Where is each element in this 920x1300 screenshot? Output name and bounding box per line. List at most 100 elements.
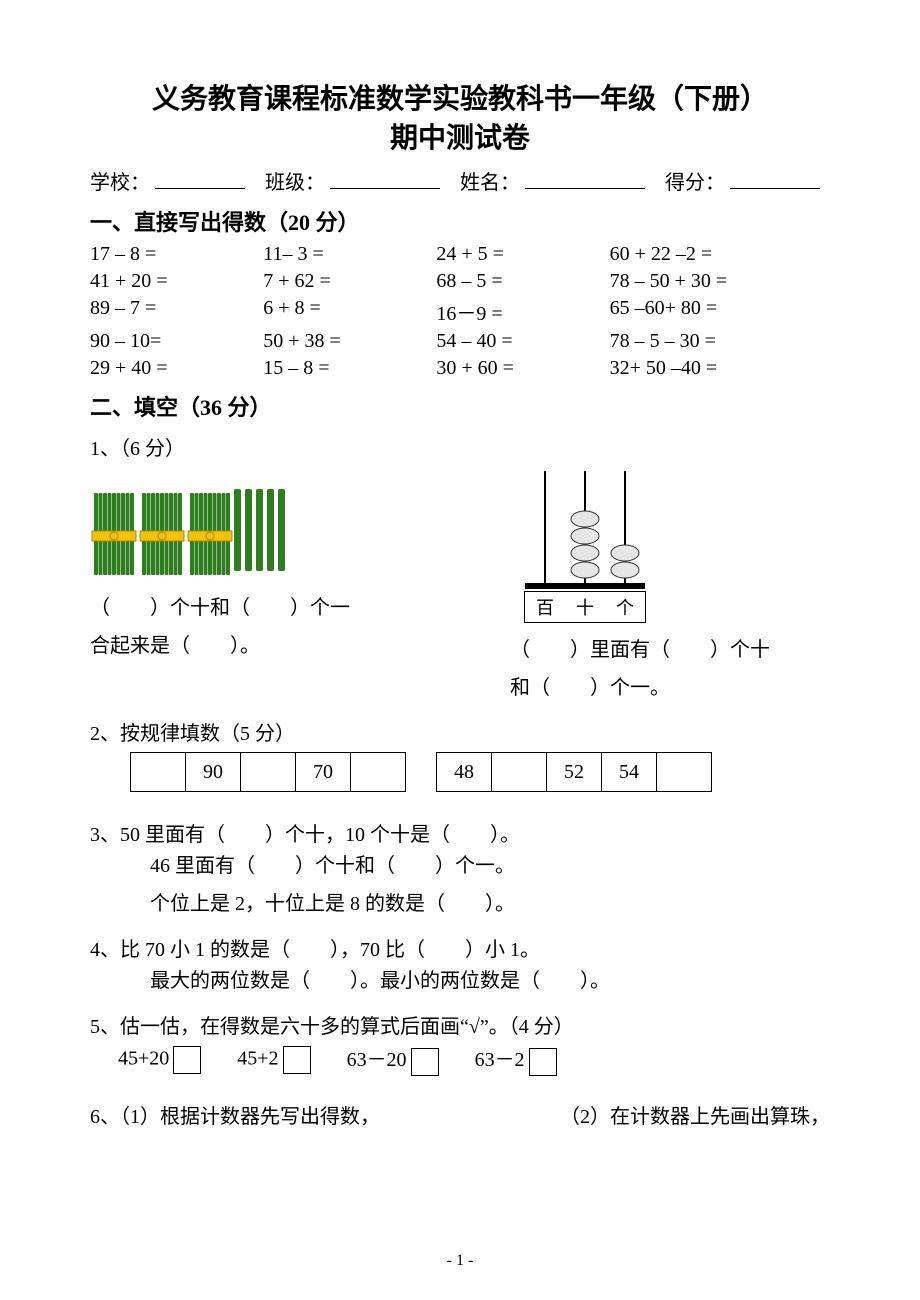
page-title: 义务教育课程标准数学实验教科书一年级（下册） 期中测试卷 [90,80,830,158]
seq-cell: 70 [296,753,351,792]
q3-label: 3、 [90,824,120,846]
q6-left: 6、（1）根据计数器先写出得数， [90,1100,380,1129]
calc-cell: 17 – 8 = [90,243,263,266]
abacus-svg [520,471,650,591]
single-stick [245,489,252,571]
q2-sequences: 9070 48 5254 [130,752,830,792]
q5-items: 45+20 45+2 63－20 63－2 [118,1043,830,1075]
calc-cell: 7 + 62 = [263,270,436,293]
calc-cell: 54 – 40 = [436,330,609,353]
calc-cell: 6 + 8 = [263,297,436,326]
check-box[interactable] [173,1046,201,1074]
page-number: - 1 - [0,1252,920,1270]
single-stick [278,489,285,571]
calc-cell: 32+ 50 –40 = [610,357,830,380]
abacus-label-hundred: 百 [525,592,565,622]
q1-right-line2: 和（ ）个一。 [510,669,830,707]
seq-cell[interactable] [241,753,296,792]
seq-cell[interactable] [492,753,547,792]
q3-line3: 个位上是 2，十位上是 8 的数是（ ）。 [150,885,830,923]
q5-expression: 63－20 [347,1049,407,1071]
seq-cell: 54 [602,753,657,792]
abacus-label-one: 个 [605,592,645,622]
calc-cell: 41 + 20 = [90,270,263,293]
check-box[interactable] [411,1048,439,1076]
q3-line1: 50 里面有（ ）个十，10 个十是（ ）。 [120,824,520,846]
q6-right: （2）在计数器上先画出算珠， [560,1100,830,1129]
check-box[interactable] [283,1046,311,1074]
q4-block: 4、比 70 小 1 的数是（ ），70 比（ ）小 1。 最大的两位数是（ ）… [90,933,830,1000]
q5-item: 45+20 [118,1046,201,1074]
single-stick [267,489,274,571]
q1-row: （ ）个十和（ ）个一 合起来是（ ）。 [90,471,830,707]
calc-cell: 65 –60+ 80 = [610,297,830,326]
q5-item: 63－2 [475,1043,557,1075]
abacus-labels: 百 十 个 [524,591,646,623]
check-box[interactable] [529,1048,557,1076]
calc-cell: 60 + 22 –2 = [610,243,830,266]
sticks-figure [90,471,450,571]
q3-block: 3、50 里面有（ ）个十，10 个十是（ ）。 46 里面有（ ）个十和（ ）… [90,818,830,923]
q1-label: 1、（6 分） [90,432,830,461]
abacus-label-ten: 十 [565,592,605,622]
q4-label: 4、 [90,939,120,961]
blank-class[interactable] [330,168,440,189]
label-name: 姓名： [460,166,520,195]
seq-b-row: 48 5254 [437,753,712,792]
calc-cell: 16－9 = [436,297,609,326]
blank-school[interactable] [155,168,245,189]
q4-line2: 最大的两位数是（ ）。最小的两位数是（ ）。 [150,962,830,1000]
calc-cell: 50 + 38 = [263,330,436,353]
single-stick [256,489,263,571]
calc-cell: 15 – 8 = [263,357,436,380]
seq-cell[interactable] [131,753,186,792]
blank-name[interactable] [525,168,645,189]
stick-bundle-icon [90,489,138,579]
title-line-2: 期中测试卷 [90,119,830,158]
seq-table-b: 48 5254 [436,752,712,792]
stick-bundle-icon [138,489,186,579]
label-class: 班级： [265,166,325,195]
label-score: 得分： [665,166,725,195]
q5-expression: 45+20 [118,1047,169,1069]
calc-cell: 30 + 60 = [436,357,609,380]
q5-item: 63－20 [347,1043,439,1075]
q5-expression: 45+2 [237,1047,278,1069]
student-info-line: 学校： 班级： 姓名： 得分： [90,166,830,195]
q5-label: 5、估一估，在得数是六十多的算式后面画“√”。（4 分） [90,1010,830,1039]
stick-bundle [90,489,134,571]
calc-cell: 90 – 10= [90,330,263,353]
stick-bundle [186,489,230,571]
q5-item: 45+2 [237,1046,310,1074]
single-stick [234,489,241,571]
calc-cell: 24 + 5 = [436,243,609,266]
calc-cell: 29 + 40 = [90,357,263,380]
q6-row: 6、（1）根据计数器先写出得数， （2）在计数器上先画出算珠， [90,1100,830,1129]
calc-cell: 68 – 5 = [436,270,609,293]
q3-line2: 46 里面有（ ）个十和（ ）个一。 [150,847,830,885]
q1-left: （ ）个十和（ ）个一 合起来是（ ）。 [90,471,450,707]
q1-left-line2: 合起来是（ ）。 [90,627,450,665]
seq-cell[interactable] [351,753,406,792]
title-line-1: 义务教育课程标准数学实验教科书一年级（下册） [90,80,830,119]
section-1-heading: 一、直接写出得数（20 分） [90,205,830,237]
page: 义务教育课程标准数学实验教科书一年级（下册） 期中测试卷 学校： 班级： 姓名：… [0,0,920,1300]
q2-label: 2、按规律填数（5 分） [90,717,830,746]
q1-right-line1: （ ）里面有（ ）个十 [510,631,830,669]
seq-a-row: 9070 [131,753,406,792]
seq-cell: 52 [547,753,602,792]
q1-right: 百 十 个 （ ）里面有（ ）个十 和（ ）个一。 [510,471,830,707]
seq-cell: 48 [437,753,492,792]
seq-cell[interactable] [657,753,712,792]
calc-cell: 11– 3 = [263,243,436,266]
q1-left-line1: （ ）个十和（ ）个一 [90,589,450,627]
q5-expression: 63－2 [475,1049,525,1071]
abacus-figure: 百 十 个 [510,471,660,623]
calc-grid: 17 – 8 =11– 3 =24 + 5 =60 + 22 –2 = 41 + … [90,243,830,380]
seq-table-a: 9070 [130,752,406,792]
calc-cell: 78 – 50 + 30 = [610,270,830,293]
blank-score[interactable] [730,168,820,189]
stick-bundle [138,489,182,571]
label-school: 学校： [90,166,150,195]
stick-bundle-icon [186,489,234,579]
